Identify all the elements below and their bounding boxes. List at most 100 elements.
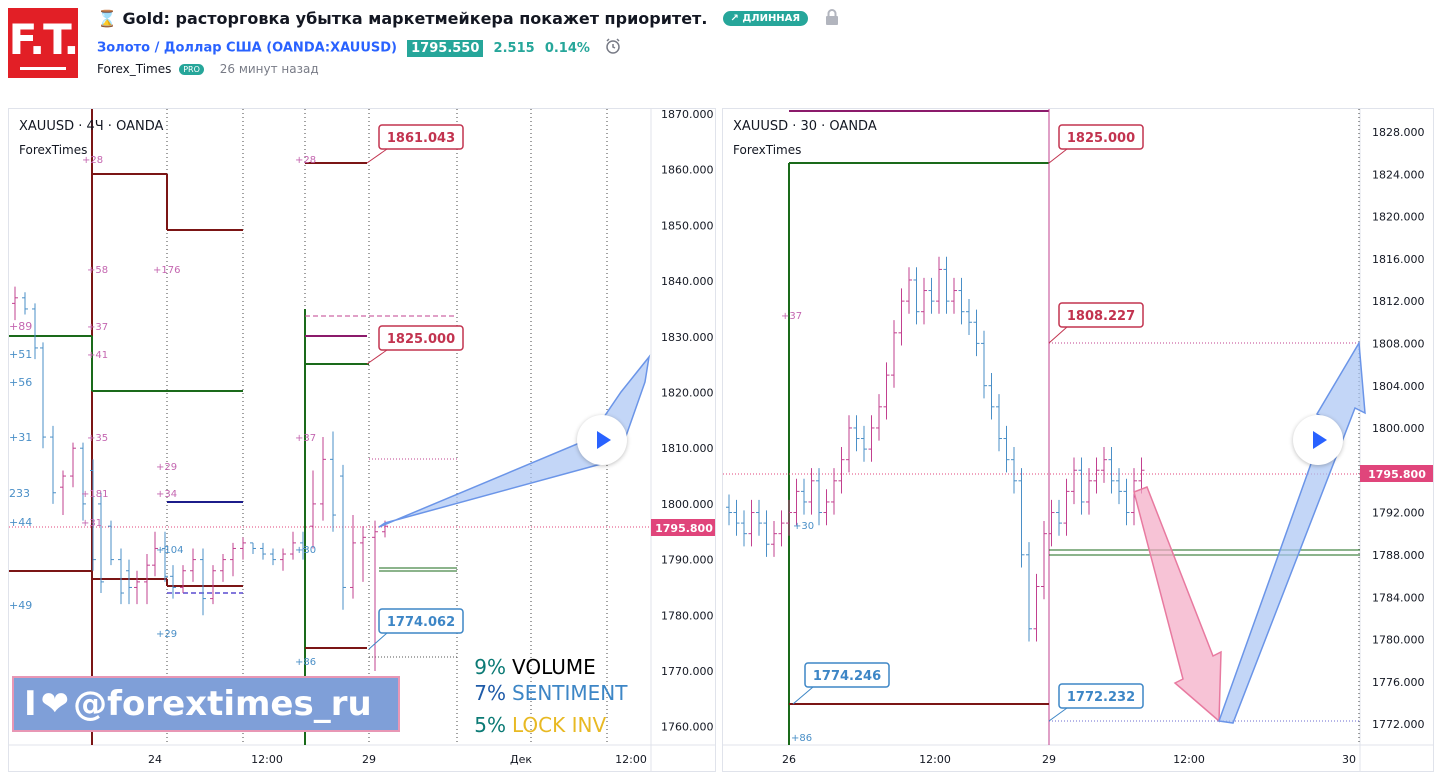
price-tick: 1860.000 — [661, 164, 714, 177]
side-number: 233 — [9, 487, 30, 500]
watermark-prefix: I — [24, 684, 37, 724]
price-change: 2.515 — [493, 40, 535, 56]
forecast-arrow-down — [1133, 486, 1222, 723]
price-tick: 1812.000 — [1372, 295, 1425, 308]
price-change-percent: 0.14% — [544, 40, 590, 56]
cluster-label: +104 — [156, 545, 183, 556]
price-tick: 1760.000 — [661, 721, 714, 734]
price-tick: 1784.000 — [1372, 591, 1425, 604]
price-tick: 1792.000 — [1372, 507, 1425, 520]
direction-badge: ↗ ДЛИННАЯ — [722, 11, 809, 26]
publish-time: 26 минут назад — [219, 62, 319, 76]
callout-1861-box — [378, 124, 464, 150]
legend-lock-inv-pct: 5% — [474, 713, 506, 737]
watermark-handle: @forextimes_ru — [73, 684, 372, 724]
logo-underline — [20, 67, 66, 70]
callout-1808-pointer — [1048, 326, 1068, 344]
cluster-label: +28 — [82, 155, 103, 166]
side-number: +44 — [9, 516, 32, 529]
side-number: +51 — [9, 348, 32, 361]
chart-30m-title: XAUUSD · 30 · OANDA — [733, 119, 877, 134]
legend-lock-inv: 5% LOCK INV — [456, 713, 606, 737]
legend-sentiment: 7% SENTIMENT — [456, 681, 627, 705]
time-tick: 24 — [148, 753, 162, 766]
idea-title: ⌛ Gold: расторговка убытка маркетмейкера… — [97, 9, 708, 28]
price-tick: 1808.000 — [1372, 338, 1425, 351]
callout-1772-box — [1058, 683, 1144, 709]
watermark-banner: I ❤ @forextimes_ru — [12, 676, 400, 732]
callout-1774-text: 1774.062 — [387, 615, 455, 630]
chart-4h-indicator: ForexTimes — [19, 143, 88, 157]
heart-icon: ❤ — [40, 684, 70, 724]
cluster-label: +86 — [295, 657, 316, 668]
pro-badge: PRO — [179, 64, 204, 75]
time-tick: 29 — [1042, 753, 1056, 766]
time-tick: 12:00 — [1173, 753, 1205, 766]
side-number: +56 — [9, 376, 32, 389]
price-tick: 1824.000 — [1372, 168, 1425, 181]
cluster-label: +86 — [791, 733, 812, 744]
current-price-tag — [1360, 465, 1433, 482]
callout-1772-pointer — [1048, 707, 1068, 722]
current-price-text: 1795.800 — [1368, 468, 1426, 481]
price-tick: 1800.000 — [1372, 422, 1425, 435]
legend-volume: 9% VOLUME — [456, 655, 595, 679]
time-tick: 26 — [782, 753, 796, 766]
cluster-label: +34 — [156, 489, 177, 500]
alarm-clock-icon[interactable] — [604, 37, 622, 59]
cluster-label: +41 — [87, 350, 108, 361]
logo-text: F.T. — [8, 15, 80, 64]
chart-30m-pane[interactable]: 1828.000 1824.000 1820.000 1816.000 1812.000… — [722, 108, 1434, 772]
price-tick: 1816.000 — [1372, 253, 1425, 266]
cluster-label: +37 — [781, 311, 802, 322]
chart-4h-pane[interactable]: 1870.000 1860.000 1850.000 1840.000 1830.000… — [8, 108, 716, 772]
callout-1774-text: 1774.246 — [813, 669, 881, 684]
callout-1772-text: 1772.232 — [1067, 690, 1135, 705]
callout-1808-text: 1808.227 — [1067, 309, 1135, 324]
cluster-label: +28 — [295, 155, 316, 166]
callout-1825-box — [1058, 124, 1144, 150]
callout-1825-box — [378, 325, 464, 351]
chart-30m-play-button[interactable] — [1293, 415, 1343, 465]
price-tick: 1790.000 — [661, 554, 714, 567]
legend-volume-pct: 9% — [474, 655, 506, 679]
callout-1825-text: 1825.000 — [387, 332, 455, 347]
price-tick: 1810.000 — [661, 442, 714, 455]
cluster-label: +29 — [156, 462, 177, 473]
current-price-text: 1795.800 — [655, 522, 713, 535]
price-tick: 1820.000 — [661, 387, 714, 400]
price-tick: 1850.000 — [661, 219, 714, 232]
symbol-row: Золото / Доллар США (OANDA:XAUUSD) 1795.… — [97, 37, 622, 59]
cluster-label: +37 — [295, 433, 316, 444]
callout-1825-pointer — [366, 349, 388, 365]
cluster-label: +29 — [156, 629, 177, 640]
price-badge: 1795.550 — [407, 39, 484, 57]
side-number: +49 — [9, 599, 32, 612]
cluster-label: +176 — [153, 265, 180, 276]
cluster-label: +35 — [87, 433, 108, 444]
author-row: Forex_Times PRO 26 минут назад — [97, 62, 319, 76]
callout-1774-pointer — [792, 686, 814, 705]
price-tick: 1772.000 — [1372, 718, 1425, 731]
callout-1861-text: 1861.043 — [387, 131, 455, 146]
legend-sentiment-label: SENTIMENT — [512, 681, 628, 705]
time-tick: 12:00 — [919, 753, 951, 766]
chart-4h-canvas[interactable]: 1870.000 1860.000 1850.000 1840.000 1830.000… — [9, 109, 716, 772]
time-tick: 29 — [362, 753, 376, 766]
callout-1825-pointer — [1048, 148, 1068, 164]
price-tick: 1820.000 — [1372, 211, 1425, 224]
cluster-label: +181 — [81, 489, 108, 500]
cluster-label: +30 — [793, 521, 814, 532]
current-price-tag — [651, 519, 715, 536]
side-number: +31 — [9, 431, 32, 444]
price-tick: 1828.000 — [1372, 126, 1425, 139]
price-tick: 1780.000 — [661, 609, 714, 622]
price-tick: 1788.000 — [1372, 549, 1425, 562]
side-number: +89 — [9, 320, 32, 333]
price-tick: 1800.000 — [661, 498, 714, 511]
symbol-link[interactable]: Золото / Доллар США (OANDA:XAUUSD) — [97, 40, 397, 56]
chart-4h-play-button[interactable] — [577, 415, 627, 465]
price-tick: 1776.000 — [1372, 676, 1425, 689]
author-logo[interactable]: F.T. — [8, 8, 80, 78]
author-name[interactable]: Forex_Times — [97, 62, 172, 76]
